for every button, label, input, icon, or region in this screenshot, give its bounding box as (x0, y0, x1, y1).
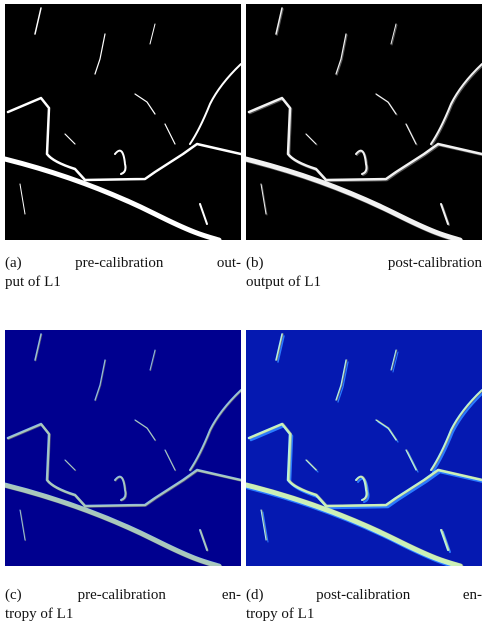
caption-line: (b) post-calibration (246, 254, 482, 273)
caption-b: (b) post-calibration output of L1 (246, 254, 482, 292)
caption-line: (d) post-calibration en- (246, 586, 482, 605)
page: {"captions": [ {"lines": ["(a) pre-calib… (0, 0, 486, 626)
caption-line: (a) pre-calibration out- (5, 254, 241, 273)
caption-line: tropy of L1 (5, 605, 241, 624)
image-a (5, 4, 241, 240)
image-c (5, 330, 241, 566)
caption-line: output of L1 (246, 273, 482, 292)
caption-line: tropy of L1 (246, 605, 482, 624)
image-d (246, 330, 482, 566)
caption-d: (d) post-calibration en- tropy of L1 (246, 586, 482, 624)
image-b (246, 4, 482, 240)
caption-line: put of L1 (5, 273, 241, 292)
caption-line: (c) pre-calibration en- (5, 586, 241, 605)
caption-c: (c) pre-calibration en- tropy of L1 (5, 586, 241, 624)
caption-a: (a) pre-calibration out- put of L1 (5, 254, 241, 292)
